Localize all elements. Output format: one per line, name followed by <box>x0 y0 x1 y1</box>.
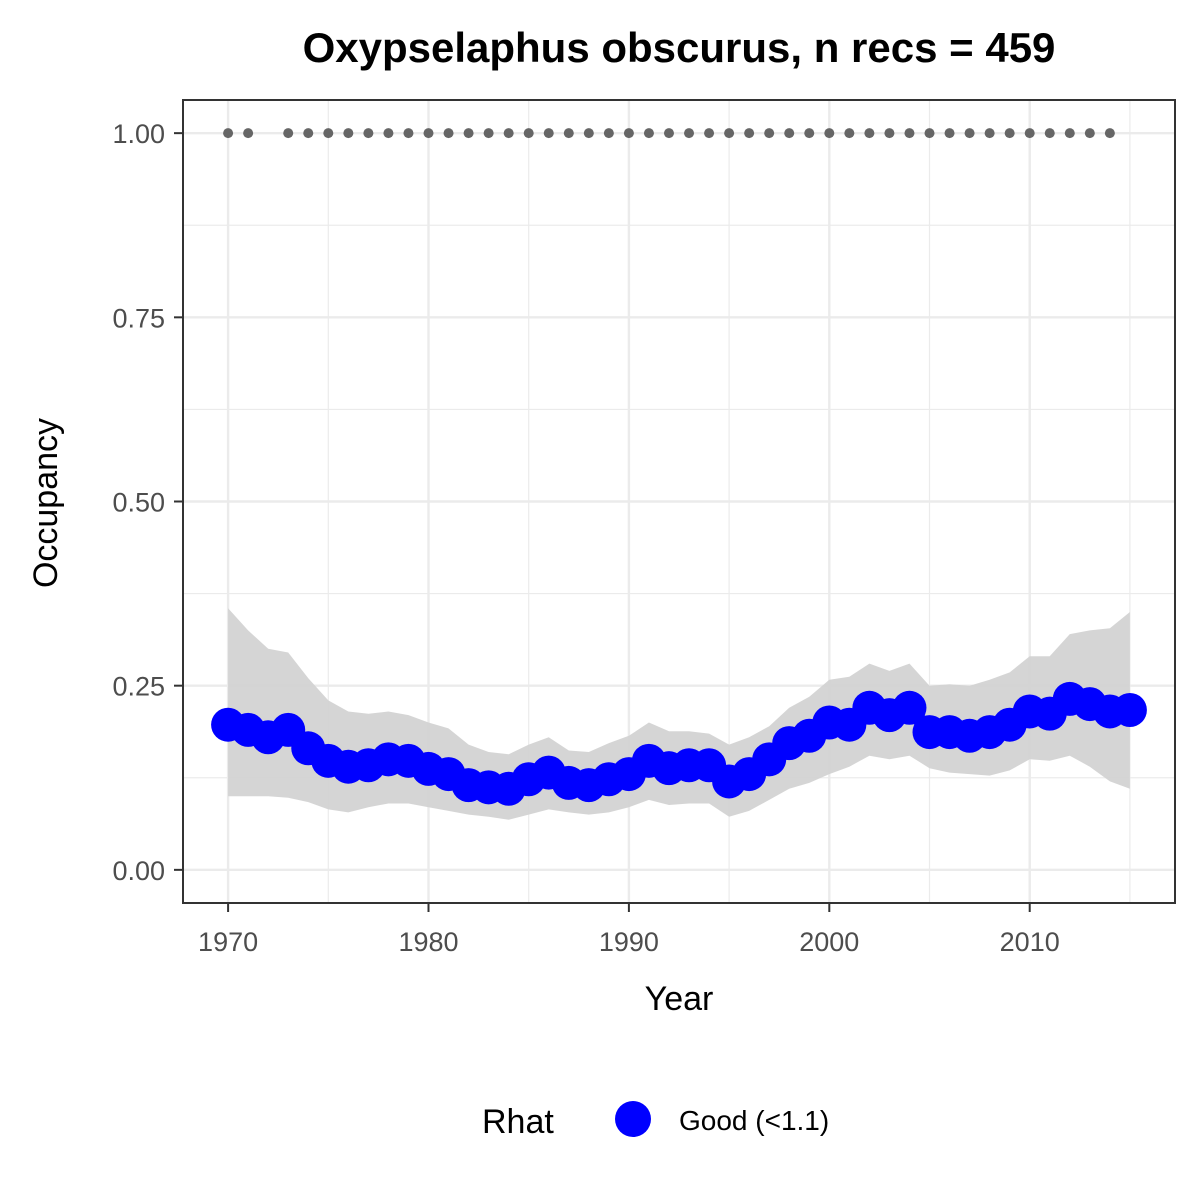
detection-point <box>563 128 574 139</box>
detection-point <box>864 128 875 139</box>
detection-point <box>603 128 614 139</box>
detection-point <box>1024 128 1035 139</box>
detection-point <box>1064 128 1075 139</box>
detection-point <box>844 128 855 139</box>
legend-title: Rhat <box>482 1103 554 1141</box>
y-tick-label: 0.00 <box>112 856 165 886</box>
y-tick-label: 1.00 <box>112 119 165 149</box>
detection-point <box>483 128 494 139</box>
detection-points <box>223 128 1115 139</box>
occupancy-point <box>1112 692 1147 727</box>
x-tick-label: 1980 <box>398 927 458 957</box>
legend-key-good <box>615 1101 651 1137</box>
detection-point <box>443 128 454 139</box>
detection-point <box>684 128 695 139</box>
detection-point <box>223 128 234 139</box>
detection-point <box>724 128 735 139</box>
detection-point <box>964 128 975 139</box>
legend: Rhat Good (<1.1) <box>482 1101 829 1141</box>
detection-point <box>243 128 254 139</box>
detection-point <box>463 128 474 139</box>
detection-point <box>543 128 554 139</box>
detection-point <box>884 128 895 139</box>
detection-point <box>1084 128 1095 139</box>
detection-point <box>984 128 995 139</box>
detection-point <box>904 128 915 139</box>
y-tick-label: 0.25 <box>112 672 165 702</box>
detection-point <box>523 128 534 139</box>
x-tick-label: 2000 <box>799 927 859 957</box>
y-tick-label: 0.75 <box>112 303 165 333</box>
detection-point <box>303 128 314 139</box>
detection-point <box>423 128 434 139</box>
y-axis-title: Occupancy <box>27 418 65 588</box>
detection-point <box>824 128 835 139</box>
detection-point <box>343 128 354 139</box>
legend-label-good: Good (<1.1) <box>679 1105 829 1136</box>
y-axis: 0.00 0.25 0.50 0.75 1.00 <box>112 119 183 886</box>
detection-point <box>764 128 775 139</box>
detection-point <box>323 128 334 139</box>
detection-point <box>283 128 294 139</box>
detection-point <box>643 128 654 139</box>
detection-point <box>784 128 795 139</box>
x-tick-label: 1990 <box>599 927 659 957</box>
occupancy-series <box>211 681 1147 806</box>
detection-point <box>503 128 514 139</box>
chart-title: Oxypselaphus obscurus, n recs = 459 <box>303 24 1056 71</box>
detection-point <box>1004 128 1015 139</box>
detection-point <box>663 128 674 139</box>
detection-point <box>704 128 715 139</box>
x-axis: 1970 1980 1990 2000 2010 <box>198 903 1060 957</box>
detection-point <box>383 128 394 139</box>
plot-panel <box>182 99 1176 904</box>
x-tick-label: 2010 <box>1000 927 1060 957</box>
detection-point <box>944 128 955 139</box>
x-tick-label: 1970 <box>198 927 258 957</box>
y-tick-label: 0.50 <box>112 488 165 518</box>
detection-point <box>804 128 815 139</box>
detection-point <box>363 128 374 139</box>
detection-point <box>583 128 594 139</box>
occupancy-point <box>892 690 927 725</box>
detection-point <box>744 128 755 139</box>
detection-point <box>1104 128 1115 139</box>
x-axis-title: Year <box>645 980 714 1018</box>
detection-point <box>403 128 414 139</box>
detection-point <box>623 128 634 139</box>
detection-point <box>1044 128 1055 139</box>
detection-point <box>924 128 935 139</box>
